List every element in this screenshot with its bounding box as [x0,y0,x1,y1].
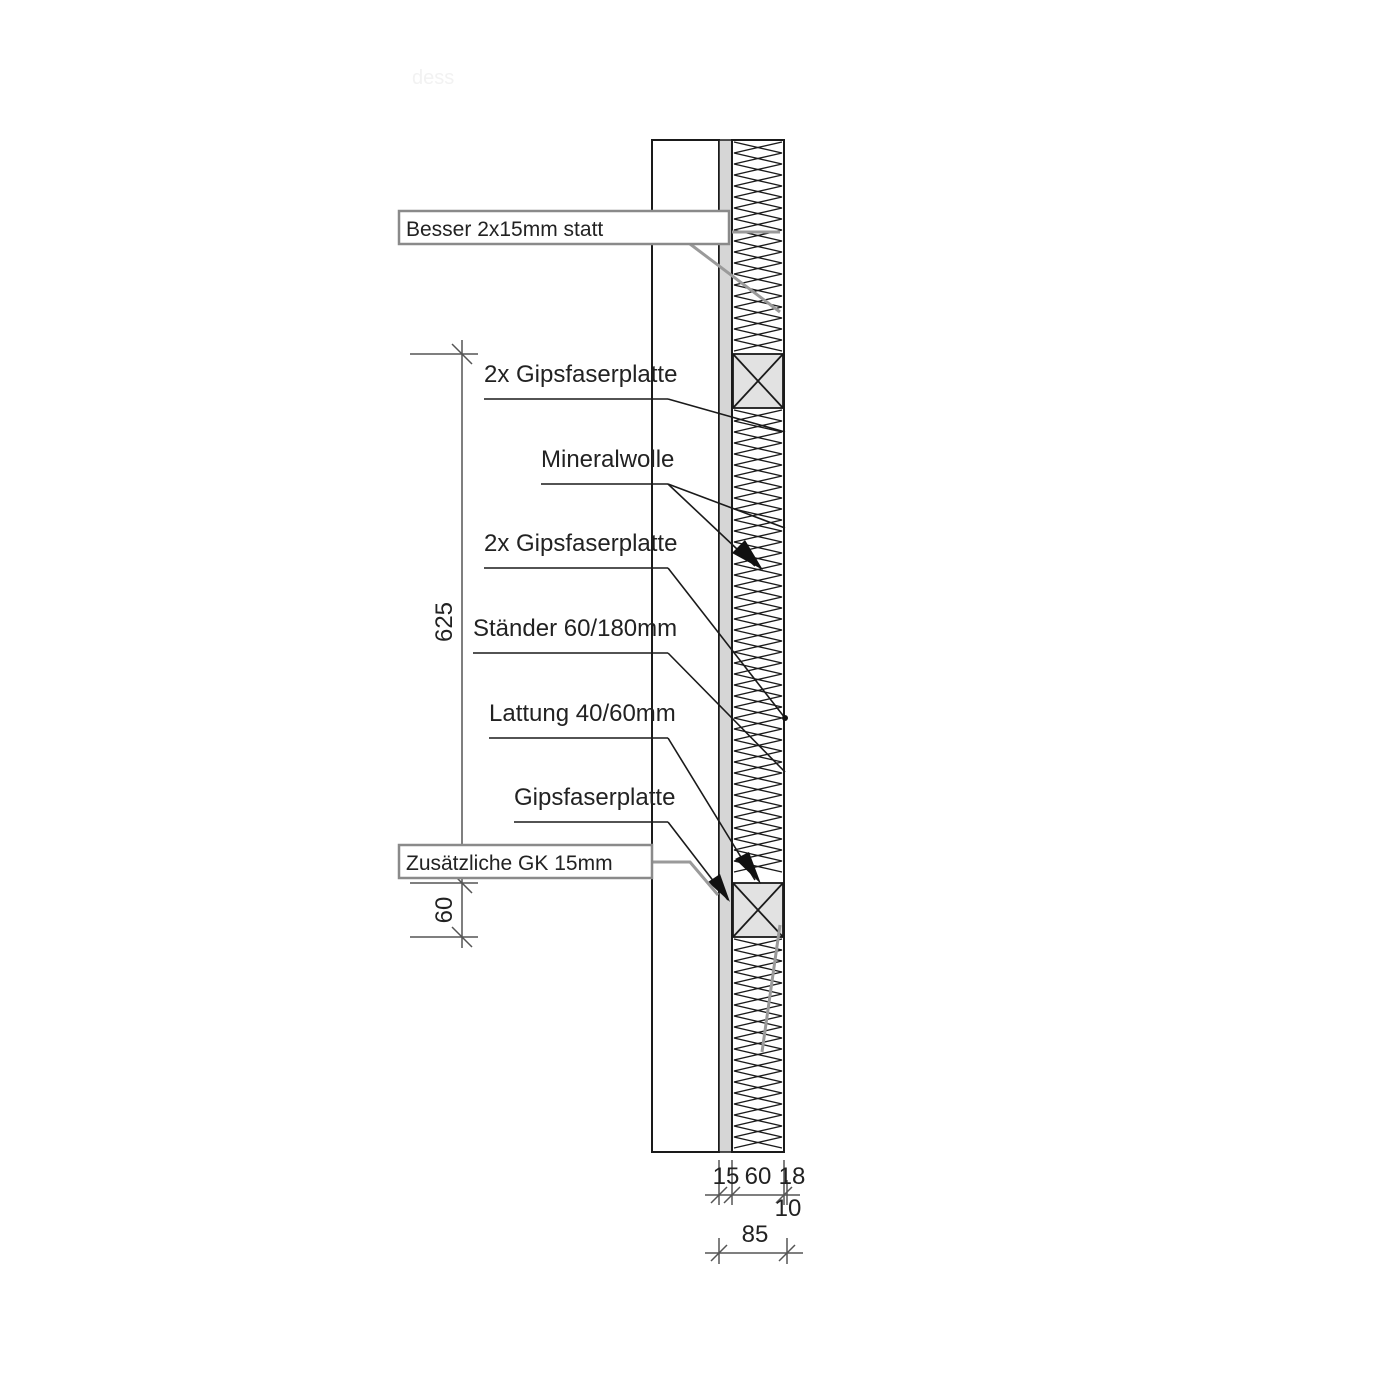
callout-besser: Besser 2x15mm statt [397,209,781,314]
mineralwolle-hatch [733,141,783,1149]
callout-besser-text: Besser 2x15mm statt [406,218,603,241]
callout-zusaetzliche: Zusätzliche GK 15mm [397,843,720,896]
annotation-leaders [473,398,786,901]
dim-625: 625 [431,602,458,642]
insulation-layer [731,139,785,1153]
dim-15: 15 [713,1163,740,1190]
batten-top [732,353,784,409]
dim-85: 85 [742,1221,769,1248]
faint-text: dess [412,67,454,89]
dim-60-horizontal: 60 [745,1163,772,1190]
gipsfaser-board [718,139,733,1153]
callout-zusaetzliche-text: Zusätzliche GK 15mm [406,852,613,875]
label-gipsfaserplatte-1: 2x Gipsfaserplatte [484,361,677,388]
label-gipsfaserplatte-3: Gipsfaserplatte [514,784,675,811]
wall-section [651,139,785,1153]
batten-bottom [732,882,784,938]
label-mineralwolle: Mineralwolle [541,446,674,473]
dim-10: 10 [775,1195,802,1222]
arrowheads [708,540,788,902]
dim-60-vertical: 60 [431,897,458,924]
grey-leaders [732,230,782,1053]
label-gipsfaserplatte-2: 2x Gipsfaserplatte [484,530,677,557]
label-lattung: Lattung 40/60mm [489,700,676,727]
label-staender: Ständer 60/180mm [473,615,677,642]
dim-18: 18 [779,1163,806,1190]
outer-panel [651,139,720,1153]
horizontal-dimensions [705,1160,803,1264]
